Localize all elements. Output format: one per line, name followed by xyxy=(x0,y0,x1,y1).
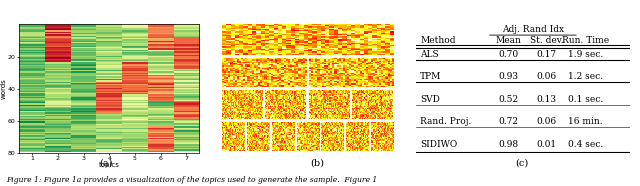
Text: Run. Time: Run. Time xyxy=(562,36,609,45)
Text: 0.98: 0.98 xyxy=(498,140,518,149)
Text: Mean: Mean xyxy=(495,36,521,45)
Text: Figure 1: Figure 1a provides a visualization of the topics used to generate the : Figure 1: Figure 1a provides a visualiza… xyxy=(6,176,378,184)
Text: TPM: TPM xyxy=(420,72,442,81)
Text: 1.9 sec.: 1.9 sec. xyxy=(568,50,603,59)
Text: Method: Method xyxy=(420,36,456,45)
Text: Adj. Rand Idx: Adj. Rand Idx xyxy=(502,25,564,34)
Text: 0.06: 0.06 xyxy=(537,117,557,126)
Text: 0.06: 0.06 xyxy=(537,72,557,81)
Text: 0.93: 0.93 xyxy=(498,72,518,81)
Text: 0.72: 0.72 xyxy=(498,117,518,126)
Text: (c): (c) xyxy=(515,158,528,167)
Text: ALS: ALS xyxy=(420,50,439,59)
Text: 16 min.: 16 min. xyxy=(568,117,603,126)
Text: St. dev.: St. dev. xyxy=(530,36,564,45)
Text: 1.2 sec.: 1.2 sec. xyxy=(568,72,603,81)
X-axis label: topics: topics xyxy=(99,162,120,168)
Text: 0.1 sec.: 0.1 sec. xyxy=(568,95,603,104)
Text: SVD: SVD xyxy=(420,95,440,104)
Text: 0.70: 0.70 xyxy=(498,50,518,59)
Text: 0.01: 0.01 xyxy=(537,140,557,149)
Text: 0.4 sec.: 0.4 sec. xyxy=(568,140,603,149)
Text: 0.17: 0.17 xyxy=(537,50,557,59)
Text: SIDIWO: SIDIWO xyxy=(420,140,458,149)
Text: 0.13: 0.13 xyxy=(537,95,557,104)
Text: 0.52: 0.52 xyxy=(498,95,518,104)
Text: Rand. Proj.: Rand. Proj. xyxy=(420,117,472,126)
Y-axis label: words: words xyxy=(1,78,6,99)
Text: (a): (a) xyxy=(99,158,113,167)
Text: (b): (b) xyxy=(310,158,324,167)
